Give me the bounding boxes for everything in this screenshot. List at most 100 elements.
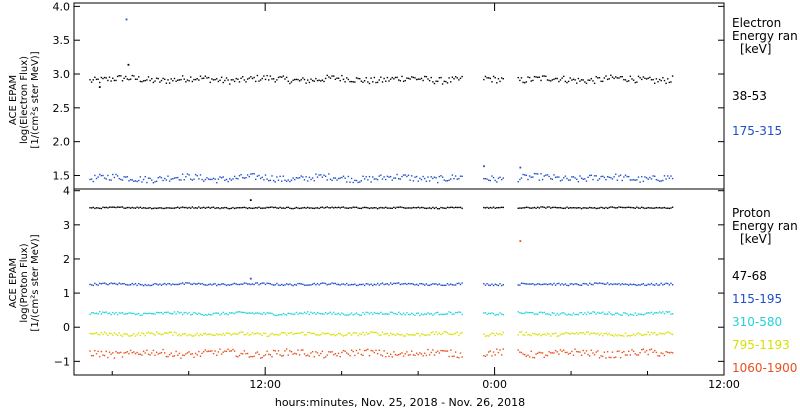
data-point bbox=[259, 313, 262, 315]
data-point bbox=[618, 206, 620, 208]
proton-legend-title-1: Proton bbox=[732, 206, 771, 220]
data-point bbox=[147, 284, 150, 286]
data-point bbox=[324, 333, 327, 335]
data-point bbox=[198, 312, 200, 314]
data-point bbox=[459, 206, 462, 209]
data-point bbox=[198, 350, 200, 353]
data-point bbox=[246, 174, 249, 176]
data-point bbox=[443, 207, 445, 209]
data-point bbox=[266, 206, 268, 209]
data-point bbox=[310, 352, 312, 354]
data-point bbox=[631, 334, 633, 336]
data-point bbox=[610, 313, 612, 315]
data-point bbox=[649, 334, 651, 336]
data-point bbox=[294, 178, 296, 181]
data-point bbox=[432, 331, 434, 333]
data-point bbox=[113, 206, 116, 209]
data-point bbox=[381, 81, 384, 83]
data-point bbox=[188, 206, 190, 209]
data-point bbox=[268, 282, 270, 285]
data-point bbox=[608, 311, 610, 313]
data-point bbox=[250, 312, 252, 314]
data-point bbox=[628, 175, 630, 178]
data-point bbox=[432, 283, 434, 285]
data-point bbox=[402, 312, 405, 314]
data-point bbox=[233, 282, 236, 285]
y-tick-label: 3 bbox=[63, 219, 70, 232]
data-point bbox=[264, 313, 267, 315]
data-point bbox=[107, 334, 109, 336]
data-point bbox=[645, 284, 648, 287]
data-point bbox=[188, 174, 190, 176]
data-point bbox=[621, 314, 623, 316]
data-point bbox=[290, 207, 293, 210]
data-point bbox=[657, 284, 659, 286]
data-point bbox=[152, 182, 155, 184]
data-point bbox=[346, 334, 348, 336]
data-point bbox=[342, 349, 345, 352]
data-point bbox=[334, 78, 337, 81]
data-point bbox=[396, 206, 398, 208]
data-point bbox=[357, 313, 359, 316]
data-point bbox=[177, 176, 179, 179]
data-point bbox=[92, 311, 94, 314]
data-point bbox=[519, 312, 521, 314]
data-point bbox=[92, 180, 94, 183]
data-point bbox=[323, 207, 325, 209]
data-point bbox=[159, 283, 161, 285]
data-point bbox=[142, 80, 145, 82]
data-point bbox=[537, 352, 539, 354]
data-point bbox=[593, 354, 596, 356]
data-point bbox=[230, 312, 233, 314]
data-point bbox=[623, 206, 625, 209]
data-point bbox=[141, 81, 143, 83]
data-point bbox=[618, 175, 620, 177]
data-point bbox=[121, 179, 124, 181]
data-point bbox=[519, 331, 521, 333]
data-point bbox=[650, 311, 653, 314]
data-point bbox=[615, 356, 617, 358]
data-point bbox=[399, 178, 402, 180]
data-point bbox=[383, 77, 385, 80]
data-point bbox=[326, 74, 328, 77]
data-point bbox=[605, 75, 607, 77]
data-point bbox=[367, 207, 369, 209]
data-point bbox=[559, 284, 562, 286]
data-point bbox=[626, 313, 628, 315]
series-310-580 bbox=[89, 310, 674, 317]
data-point bbox=[331, 313, 333, 315]
data-point bbox=[177, 354, 179, 357]
data-point bbox=[183, 354, 185, 357]
data-point bbox=[593, 332, 596, 334]
data-point bbox=[334, 334, 337, 337]
data-point bbox=[295, 78, 298, 81]
data-point bbox=[255, 332, 257, 335]
data-point bbox=[559, 79, 562, 81]
data-point bbox=[363, 334, 366, 336]
data-point bbox=[217, 351, 220, 353]
data-point bbox=[285, 76, 288, 79]
data-point bbox=[302, 349, 304, 351]
data-point bbox=[89, 207, 91, 209]
data-point bbox=[491, 355, 493, 357]
data-point bbox=[430, 283, 432, 286]
data-point bbox=[590, 312, 593, 314]
data-point bbox=[438, 175, 441, 178]
data-point bbox=[396, 354, 398, 356]
data-point bbox=[402, 335, 405, 337]
data-point bbox=[564, 283, 567, 285]
data-point bbox=[276, 79, 278, 81]
data-point bbox=[303, 206, 306, 209]
data-point bbox=[248, 207, 250, 209]
data-point bbox=[545, 75, 547, 78]
data-point bbox=[632, 350, 635, 353]
data-point bbox=[181, 313, 184, 316]
data-point bbox=[406, 207, 408, 209]
data-point bbox=[532, 176, 534, 178]
data-point bbox=[545, 354, 547, 356]
data-point bbox=[580, 332, 583, 334]
data-point bbox=[363, 80, 366, 82]
data-point bbox=[240, 311, 242, 313]
data-point bbox=[572, 332, 575, 335]
data-point bbox=[566, 284, 568, 287]
